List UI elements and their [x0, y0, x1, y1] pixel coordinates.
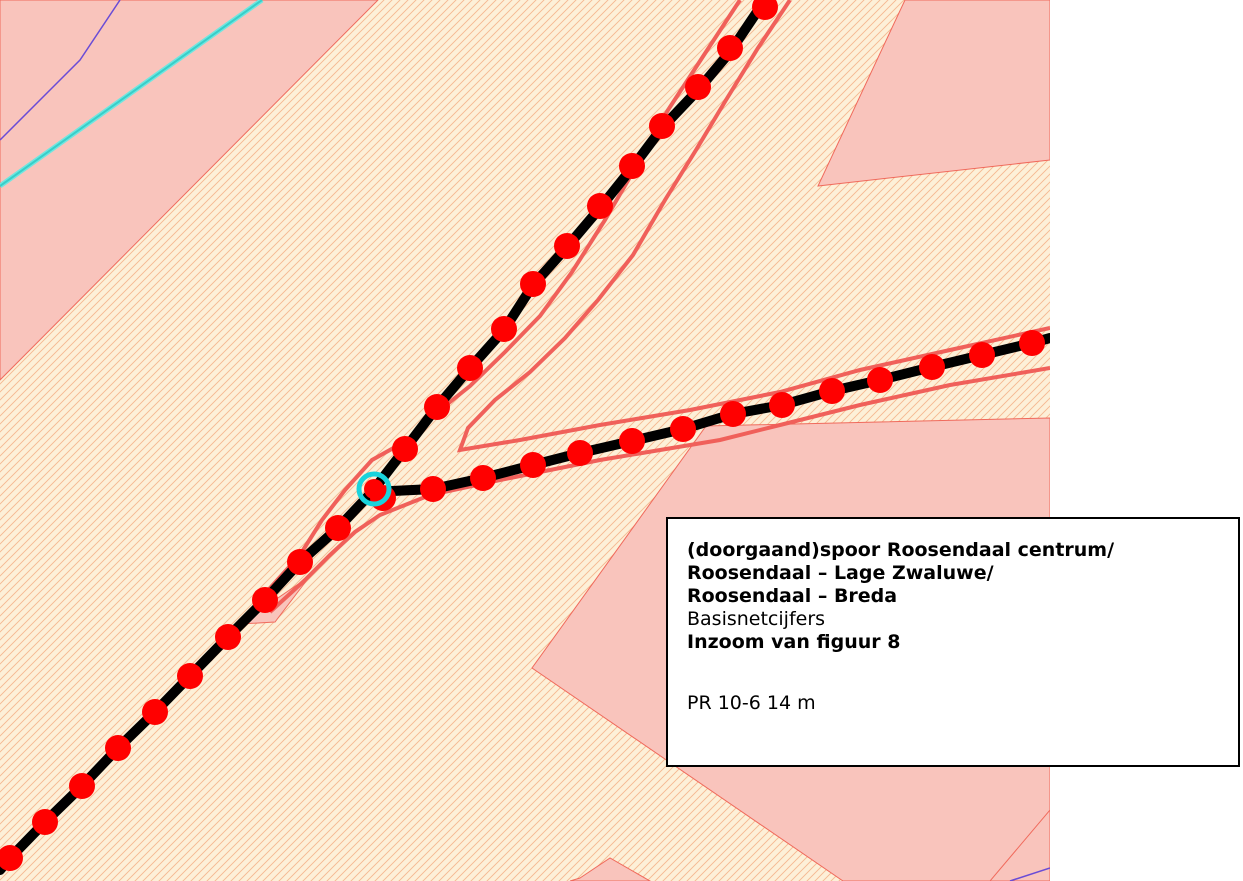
- track-marker[interactable]: [491, 316, 517, 342]
- legend-title-line-2: Roosendaal – Lage Zwaluwe/: [687, 562, 994, 584]
- track-marker[interactable]: [717, 35, 743, 61]
- track-marker[interactable]: [769, 392, 795, 418]
- track-marker[interactable]: [619, 428, 645, 454]
- track-marker[interactable]: [392, 436, 418, 462]
- zone-top-left: [0, 0, 379, 381]
- junction-ring-icon[interactable]: [356, 471, 392, 507]
- track-marker[interactable]: [424, 394, 450, 420]
- track-marker[interactable]: [177, 663, 203, 689]
- track-marker[interactable]: [969, 342, 995, 368]
- zone-bottom-small: [569, 857, 652, 881]
- track-markers: [420, 330, 1045, 502]
- boundary-line: [0, 0, 121, 141]
- track-marker[interactable]: [670, 416, 696, 442]
- track-marker[interactable]: [215, 624, 241, 650]
- track-marker[interactable]: [325, 515, 351, 541]
- legend-title-line-3: Roosendaal – Breda: [687, 585, 898, 607]
- track-marker[interactable]: [470, 465, 496, 491]
- track-marker[interactable]: [32, 809, 58, 835]
- track-marker[interactable]: [457, 355, 483, 381]
- legend-spacer: [687, 654, 1238, 692]
- track-marker[interactable]: [867, 367, 893, 393]
- boundary-line: [1009, 867, 1050, 881]
- track-marker[interactable]: [520, 452, 546, 478]
- track-marker[interactable]: [752, 0, 778, 20]
- track-marker[interactable]: [142, 699, 168, 725]
- track-marker[interactable]: [252, 587, 278, 613]
- zone-bottom-edge: [989, 809, 1050, 881]
- junction-marker[interactable]: [364, 479, 384, 499]
- track-marker[interactable]: [0, 845, 23, 871]
- track-marker[interactable]: [420, 476, 446, 502]
- risk-contour: [268, 366, 1050, 614]
- track-marker[interactable]: [619, 153, 645, 179]
- map-legend: (doorgaand)spoor Roosendaal centrum/ Roo…: [666, 517, 1240, 767]
- track-marker[interactable]: [919, 354, 945, 380]
- track-marker[interactable]: [819, 378, 845, 404]
- legend-title-line-1: (doorgaand)spoor Roosendaal centrum/: [687, 539, 1115, 561]
- legend-pr-value: PR 10-6 14 m: [687, 692, 816, 714]
- track-marker[interactable]: [520, 271, 546, 297]
- legend-subtitle: Basisnetcijfers: [687, 608, 826, 630]
- track-marker[interactable]: [587, 193, 613, 219]
- track-marker[interactable]: [720, 401, 746, 427]
- track-marker[interactable]: [105, 735, 131, 761]
- legend-zoom-note: Inzoom van figuur 8: [687, 631, 901, 653]
- waterway-line-core: [0, 0, 263, 187]
- zone-top-right: [817, 0, 1050, 187]
- track-marker[interactable]: [567, 440, 593, 466]
- track-marker[interactable]: [685, 74, 711, 100]
- track-marker[interactable]: [287, 549, 313, 575]
- track-marker[interactable]: [649, 113, 675, 139]
- track-marker[interactable]: [554, 233, 580, 259]
- risk-contour: [456, 0, 1050, 453]
- track-markers: [0, 0, 778, 871]
- track-marker[interactable]: [1019, 330, 1045, 356]
- track-marker[interactable]: [69, 773, 95, 799]
